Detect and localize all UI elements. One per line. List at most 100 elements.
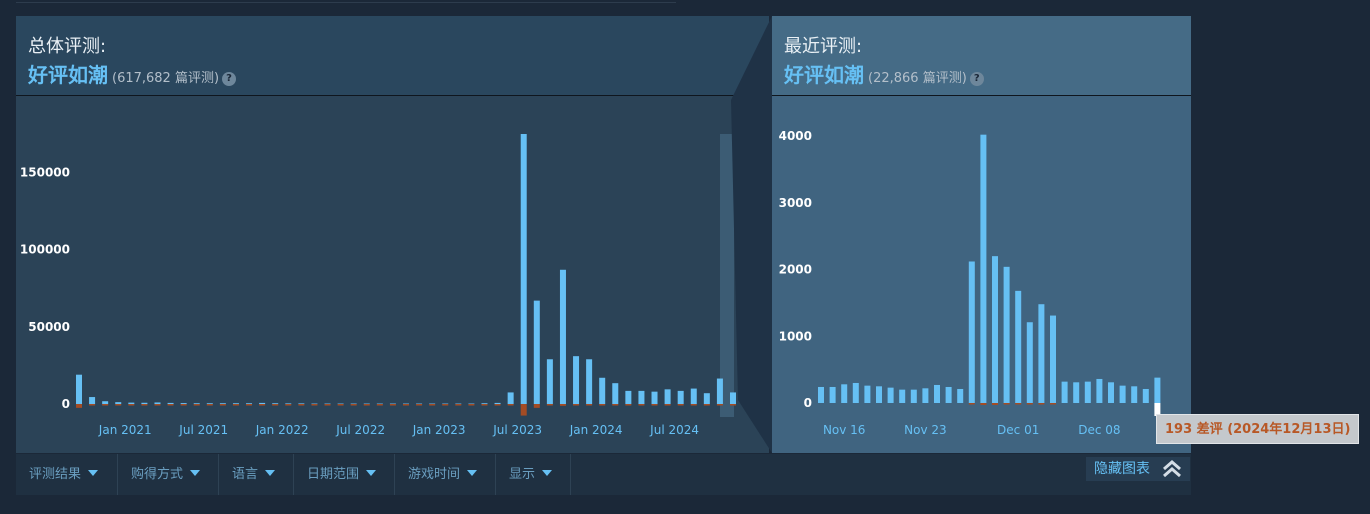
filter-date-range[interactable]: 日期范围 <box>294 454 395 495</box>
negative-bar <box>311 404 318 406</box>
positive-bar <box>154 402 161 404</box>
negative-bar <box>573 404 580 406</box>
caret-down-icon <box>190 470 201 476</box>
negative-bar <box>599 404 606 406</box>
positive-bar <box>829 386 836 403</box>
positive-bar <box>1003 266 1010 403</box>
negative-bar <box>968 403 975 405</box>
positive-bar <box>1038 304 1045 403</box>
positive-bar <box>1119 385 1126 403</box>
negative-bar <box>337 404 344 406</box>
positive-bar <box>167 402 174 404</box>
negative-bar <box>115 404 122 406</box>
filter-label: 评测结果 <box>29 467 82 482</box>
positive-bar <box>910 389 917 403</box>
negative-bar <box>533 404 540 408</box>
negative-bar <box>246 404 253 406</box>
positive-bar <box>1050 315 1056 403</box>
x-tick-label: Jul 2021 <box>178 423 228 437</box>
positive-bar <box>1061 381 1068 403</box>
positive-bar <box>612 383 619 404</box>
header-divider <box>772 95 1191 96</box>
positive-bar <box>887 387 894 403</box>
negative-bar <box>625 404 632 406</box>
recent-reviews-histogram[interactable]: 0 1000 2000 3000 4000 Nov 16 Nov 23 Dec 01 Dec 0… <box>772 96 1191 453</box>
filter-language[interactable]: 语言 <box>219 454 294 495</box>
caret-down-icon <box>467 470 478 476</box>
positive-bar <box>533 300 540 404</box>
positive-bar <box>1026 322 1033 403</box>
recent-review-count: (22,866 篇评测) <box>868 71 967 86</box>
positive-bar <box>546 359 553 404</box>
positive-bar <box>1096 378 1103 403</box>
negative-bar <box>363 404 370 406</box>
x-tick-label: Jan 2024 <box>569 423 623 437</box>
negative-bar <box>559 404 566 406</box>
negative-bar <box>1154 403 1161 416</box>
y-tick-label: 50000 <box>28 320 70 334</box>
positive-bar <box>573 356 580 404</box>
caret-down-icon <box>542 470 553 476</box>
hide-graph-button[interactable]: 隐藏图表 <box>1086 457 1190 481</box>
negative-bar <box>586 404 593 406</box>
positive-bar <box>141 402 148 404</box>
positive-bar <box>206 403 213 404</box>
negative-bar <box>442 404 449 406</box>
positive-bar <box>625 390 632 404</box>
y-tick-label: 0 <box>62 397 70 411</box>
negative-bar <box>677 404 684 406</box>
positive-bar <box>638 390 645 404</box>
top-rule <box>16 2 676 3</box>
bar-tooltip: 193 差评 (2024年12月13日) <box>1156 414 1360 444</box>
negative-bar <box>219 404 226 406</box>
negative-bar <box>690 404 697 406</box>
positive-bar <box>968 261 975 403</box>
filter-playtime[interactable]: 游戏时间 <box>395 454 496 495</box>
positive-bar <box>298 403 305 404</box>
positive-bar <box>852 382 859 403</box>
positive-bar <box>115 402 122 404</box>
filter-label: 显示 <box>509 467 536 482</box>
positive-bar <box>1154 377 1161 403</box>
positive-bar <box>89 397 96 404</box>
filter-display[interactable]: 显示 <box>496 454 571 495</box>
y-tick-label: 150000 <box>20 166 70 180</box>
negative-bar <box>298 404 305 406</box>
overall-reviews-histogram[interactable]: 0 50000 100000 150000 Jan 2021 Jul 2021 Jan 20… <box>16 96 769 453</box>
positive-bar <box>232 403 239 404</box>
negative-bar <box>1015 403 1022 405</box>
positive-bar <box>76 374 82 404</box>
negative-bar <box>403 404 409 406</box>
header-divider <box>16 95 769 96</box>
filter-label: 游戏时间 <box>408 467 461 482</box>
positive-bar <box>102 401 109 404</box>
overall-reviews-title: 总体评测: <box>28 36 107 57</box>
x-tick-label: Jul 2023 <box>492 423 542 437</box>
negative-bar <box>1003 403 1010 405</box>
overall-rating-text[interactable]: 好评如潮 <box>28 63 108 87</box>
positive-bar <box>922 388 929 403</box>
negative-bar <box>259 404 266 406</box>
positive-bar <box>864 385 871 403</box>
negative-bar <box>272 404 279 406</box>
filter-purchase-type[interactable]: 购得方式 <box>118 454 219 495</box>
filter-review-type[interactable]: 评测结果 <box>16 454 118 495</box>
recent-rating-text[interactable]: 好评如潮 <box>784 63 864 87</box>
overall-review-count: (617,682 篇评测) <box>112 71 220 86</box>
positive-bar <box>664 389 671 404</box>
positive-bar <box>703 393 710 404</box>
help-icon[interactable]: ? <box>222 72 237 86</box>
negative-bar <box>507 404 514 406</box>
negative-bar <box>180 404 187 406</box>
negative-bar <box>992 403 998 406</box>
x-tick-label: Nov 16 <box>823 423 866 437</box>
help-icon[interactable]: ? <box>969 72 984 86</box>
positive-bar <box>1131 386 1138 403</box>
negative-bar <box>89 404 96 406</box>
negative-bar <box>167 404 174 406</box>
positive-bar <box>586 359 593 404</box>
recent-reviews-header: 最近评测: 好评如潮 (22,866 篇评测)? <box>772 16 1191 95</box>
negative-bar <box>416 404 423 406</box>
x-tick-label: Nov 23 <box>904 423 947 437</box>
